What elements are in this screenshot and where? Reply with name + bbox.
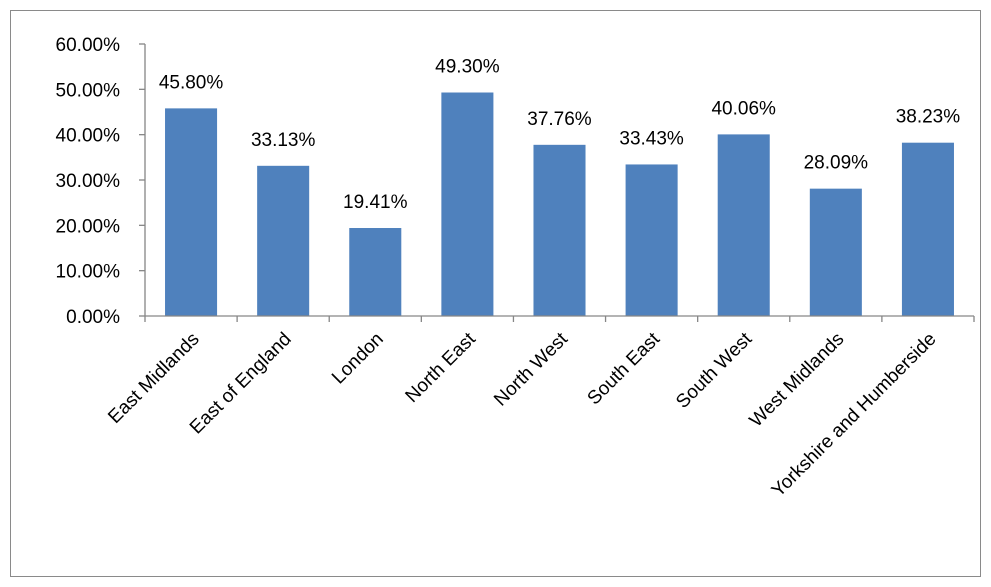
data-label: 49.30%: [435, 57, 500, 78]
category-label: South West: [672, 328, 757, 413]
data-label: 37.76%: [527, 109, 592, 130]
bars: [165, 92, 954, 316]
category-label: North East: [402, 328, 481, 407]
bar: [257, 165, 310, 316]
bar: [533, 144, 586, 316]
data-label: 19.41%: [343, 192, 408, 213]
bar: [717, 134, 770, 316]
data-labels: 45.80% 33.13% 19.41% 49.30% 37.76% 33.43% 40.0…: [159, 57, 960, 214]
y-tick-label: 20.00%: [56, 216, 121, 237]
category-label: South East: [584, 328, 665, 409]
bar: [809, 188, 862, 316]
bar: [441, 92, 494, 316]
category-label: Yorkshire and Humberside: [768, 329, 941, 502]
category-label: East of England: [186, 329, 296, 439]
category-label: West Midlands: [746, 329, 849, 432]
data-label: 38.23%: [896, 107, 961, 128]
y-tick-label: 50.00%: [56, 80, 121, 101]
bar: [165, 108, 218, 316]
y-axis: 0.00% 10.00% 20.00% 30.00% 40.00% 50.00% 60.00…: [56, 35, 146, 328]
y-tick-label: 30.00%: [56, 171, 121, 192]
data-label: 33.13%: [251, 130, 316, 151]
y-tick-label: 60.00%: [56, 35, 121, 56]
y-tick-label: 40.00%: [56, 126, 121, 147]
data-label: 28.09%: [804, 153, 869, 174]
category-label: London: [328, 329, 388, 389]
bar: [901, 142, 954, 316]
y-tick-label: 0.00%: [66, 307, 120, 328]
bar: [349, 228, 402, 316]
data-label: 40.06%: [711, 98, 776, 119]
data-label: 33.43%: [619, 128, 684, 149]
bar: [625, 164, 678, 316]
category-label: East Midlands: [104, 329, 203, 428]
y-tick-label: 10.00%: [56, 262, 121, 283]
category-label: North West: [490, 328, 572, 410]
data-label: 45.80%: [159, 72, 224, 93]
